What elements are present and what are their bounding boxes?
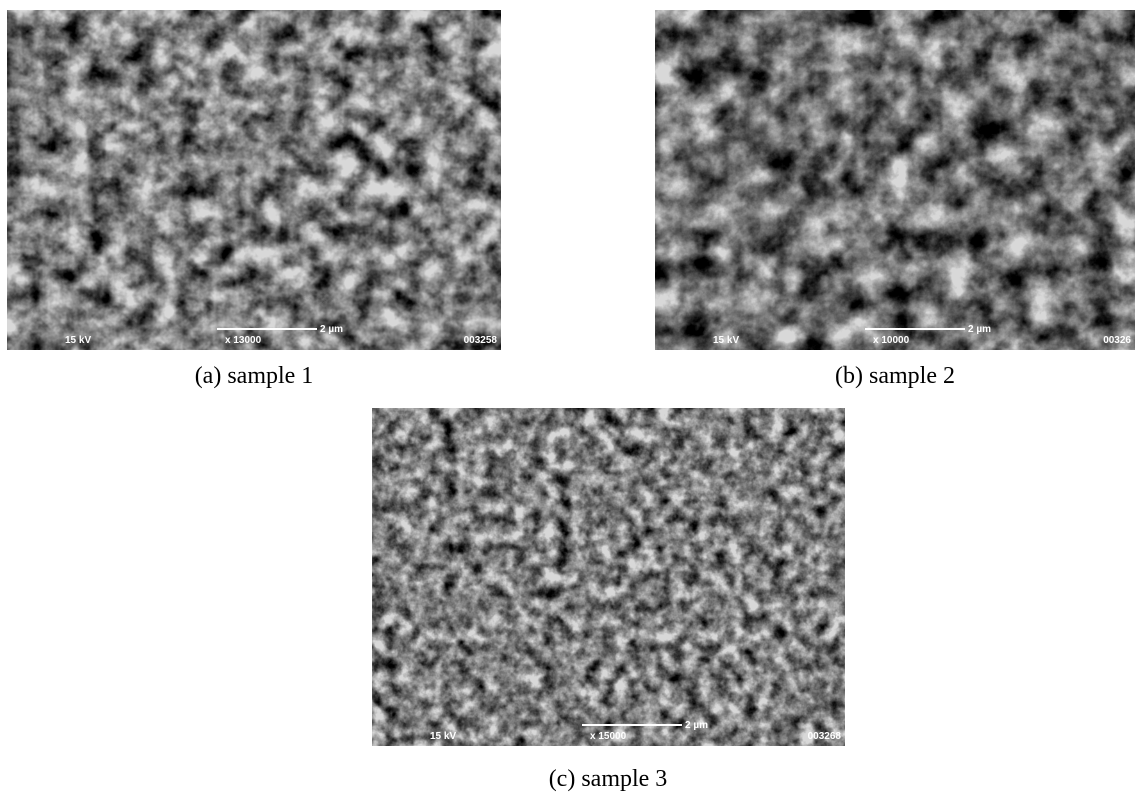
scale-label: 2 µm (685, 720, 708, 731)
caption: (b) sample 2 (835, 363, 955, 389)
page: 15 kV x 13000 2 µm 003258 (a) sample 1 15 kV x… (0, 0, 1135, 801)
figure: 15 kV x 13000 2 µm 003258 (a) sample 1 15 kV x… (0, 0, 1135, 801)
voltage-label: 15 kV (713, 335, 739, 346)
magnification-label: x 10000 (873, 335, 910, 346)
voltage-label: 15 kV (430, 731, 456, 742)
image-id: 00326 (1103, 335, 1131, 346)
caption: (c) sample 3 (549, 766, 668, 792)
image-id: 003258 (464, 335, 498, 346)
voltage-label: 15 kV (65, 335, 91, 346)
magnification-label: x 15000 (590, 731, 627, 742)
scale-label: 2 µm (320, 324, 343, 335)
sem-image (7, 10, 501, 350)
image-id: 003268 (808, 731, 842, 742)
caption: (a) sample 1 (195, 363, 314, 389)
sem-image (655, 10, 1135, 350)
sem-image (372, 408, 845, 746)
magnification-label: x 13000 (225, 335, 262, 346)
scale-label: 2 µm (968, 324, 991, 335)
